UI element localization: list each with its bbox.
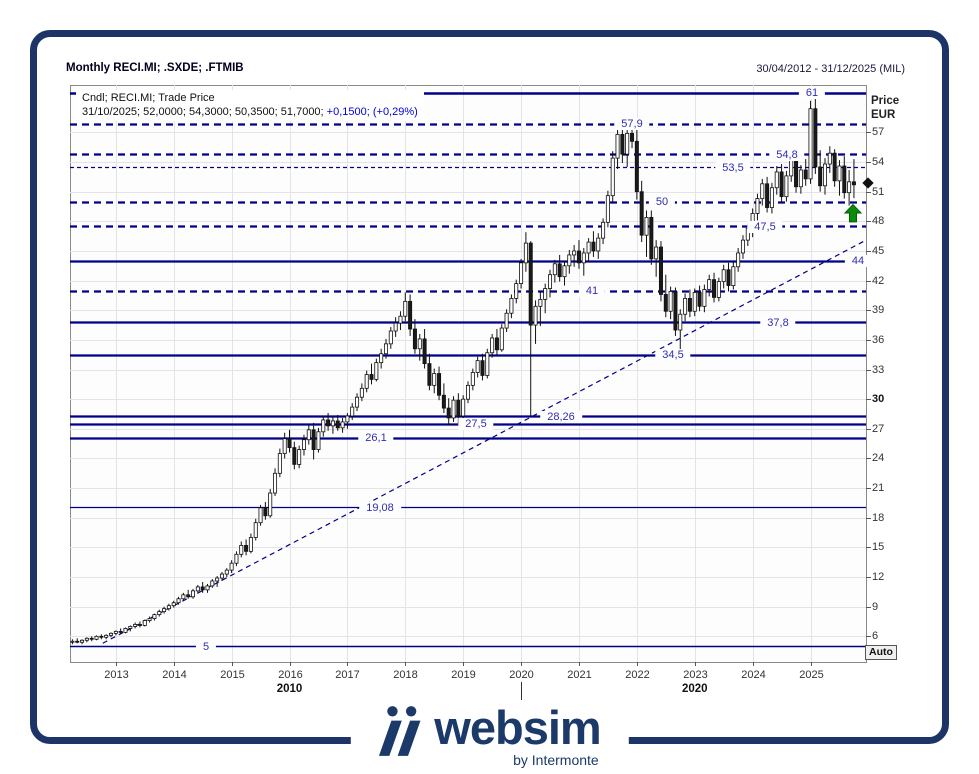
legend-change-value: +0,1500; (+0,29%) bbox=[326, 106, 418, 118]
year-tick-label: 2019 bbox=[451, 669, 476, 681]
price-axis-title: Price EUR bbox=[871, 94, 899, 122]
level-label-26,1[interactable]: 26,1 bbox=[358, 432, 394, 445]
websim-logo: websim by Intermonte bbox=[350, 700, 629, 769]
year-tick-label: 2018 bbox=[393, 669, 418, 681]
level-label-37,8[interactable]: 37,8 bbox=[760, 316, 796, 329]
price-tick-label: 39 bbox=[872, 303, 885, 316]
level-label-61[interactable]: 61 bbox=[798, 87, 826, 100]
price-tick-label: 48 bbox=[872, 214, 885, 227]
price-tick-label: 45 bbox=[872, 244, 885, 257]
page-frame-border bbox=[30, 30, 949, 744]
price-tick-label: 27 bbox=[872, 422, 885, 435]
date-range-label: 30/04/2012 - 31/12/2025 (MIL) bbox=[756, 63, 905, 75]
brand-name: websim bbox=[434, 701, 601, 754]
year-tick-label: 2016 bbox=[278, 669, 303, 681]
year-tick-label: 2017 bbox=[335, 669, 360, 681]
price-axis-currency: EUR bbox=[871, 109, 896, 121]
auto-scale-button[interactable]: Auto bbox=[865, 645, 897, 660]
legend-ohlc-values: 31/10/2025; 52,0000; 54,3000; 50,3500; 5… bbox=[82, 106, 324, 118]
price-tick-label: 12 bbox=[872, 570, 885, 583]
price-tick-label: 51 bbox=[872, 185, 885, 198]
level-label-41[interactable]: 41 bbox=[578, 285, 606, 297]
price-tick-label: 42 bbox=[872, 274, 885, 287]
level-label-19,08[interactable]: 19,08 bbox=[359, 501, 401, 514]
year-tick-label: 2013 bbox=[104, 669, 129, 681]
chart-legend: Cndl; RECI.MI; Trade Price 31/10/2025; 5… bbox=[76, 90, 424, 121]
decade-label: 2010 bbox=[276, 683, 303, 695]
price-tick-label: 57 bbox=[872, 125, 885, 138]
price-tick-label: 30 bbox=[872, 392, 885, 405]
level-label-54,8[interactable]: 54,8 bbox=[769, 148, 805, 161]
level-label-5[interactable]: 5 bbox=[195, 640, 217, 653]
year-tick-label: 2020 bbox=[509, 669, 534, 681]
year-tick-label: 2023 bbox=[683, 669, 708, 681]
price-tick-label: 33 bbox=[872, 363, 885, 376]
price-tick-label: 21 bbox=[872, 481, 885, 494]
price-axis-title-word: Price bbox=[871, 95, 900, 107]
level-label-50[interactable]: 50 bbox=[648, 196, 676, 209]
year-tick-label: 2014 bbox=[162, 669, 187, 681]
brand-byline: by Intermonte bbox=[513, 752, 599, 768]
chart-title: Monthly RECI.MI; .SXDE; .FTMIB bbox=[66, 62, 244, 74]
level-label-27,5[interactable]: 27,5 bbox=[458, 418, 494, 431]
price-tick-label: 15 bbox=[872, 540, 885, 553]
price-tick-label: 18 bbox=[872, 511, 885, 524]
legend-ohlc-line: 31/10/2025; 52,0000; 54,3000; 50,3500; 5… bbox=[82, 105, 418, 119]
level-label-28,26[interactable]: 28,26 bbox=[540, 410, 582, 423]
websim-logo-text: websim by Intermonte bbox=[434, 701, 601, 769]
legend-series-line: Cndl; RECI.MI; Trade Price bbox=[82, 92, 215, 104]
price-tick-label: 6 bbox=[872, 629, 879, 642]
level-label-57,9[interactable]: 57,9 bbox=[614, 118, 650, 131]
year-tick-label: 2025 bbox=[799, 669, 824, 681]
websim-logo-icon bbox=[378, 706, 420, 756]
price-tick-label: 9 bbox=[872, 600, 879, 613]
year-tick-label: 2024 bbox=[741, 669, 766, 681]
level-label-34,5[interactable]: 34,5 bbox=[655, 349, 691, 362]
level-label-47,5[interactable]: 47,5 bbox=[747, 220, 783, 233]
level-label-44[interactable]: 44 bbox=[844, 255, 872, 268]
price-tick-label: 36 bbox=[872, 333, 885, 346]
price-tick-label: 54 bbox=[872, 155, 885, 168]
level-label-53,5[interactable]: 53,5 bbox=[715, 161, 751, 174]
price-tick-label: 24 bbox=[872, 451, 885, 464]
decade-label: 2020 bbox=[681, 683, 708, 695]
year-tick-label: 2021 bbox=[567, 669, 592, 681]
year-tick-label: 2022 bbox=[625, 669, 650, 681]
year-tick-label: 2015 bbox=[220, 669, 245, 681]
